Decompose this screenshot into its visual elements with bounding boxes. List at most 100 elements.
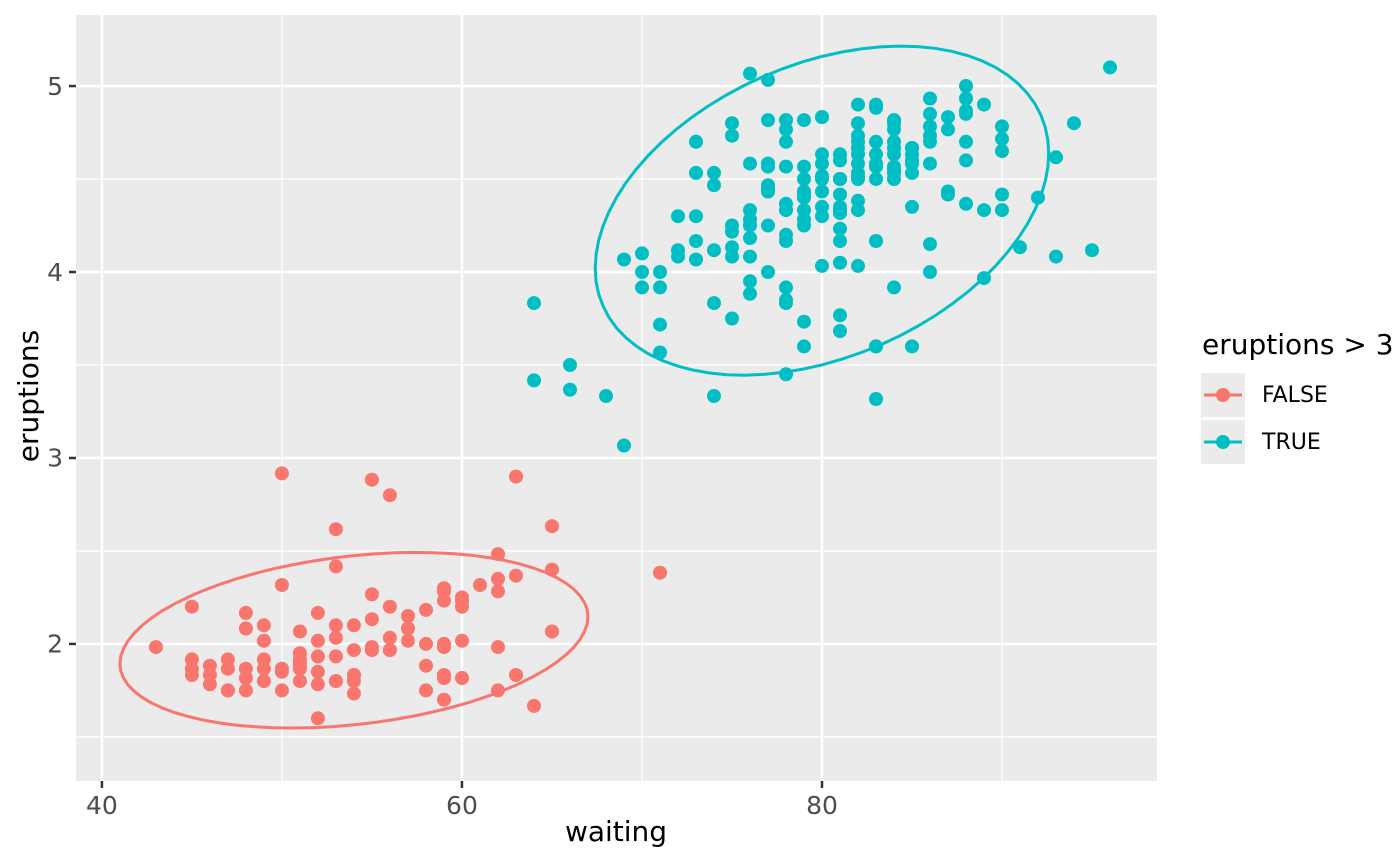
data-point-true (707, 165, 721, 180)
data-point-true (815, 184, 829, 199)
data-point-false (238, 683, 253, 698)
data-point-false (437, 692, 451, 707)
data-point-false (509, 568, 523, 583)
data-point-true (833, 187, 847, 202)
data-point-true (959, 153, 973, 168)
data-point-false (310, 605, 325, 620)
data-point-true (869, 392, 883, 406)
data-point-false (382, 488, 397, 503)
legend: eruptions > 3 FALSE TRUE (1201, 327, 1394, 467)
data-point-true (959, 91, 973, 106)
data-point-false (364, 472, 379, 487)
data-point-false (346, 618, 361, 633)
x-tick-label: 40 (86, 791, 118, 820)
data-point-true (689, 165, 703, 180)
data-point-true (959, 79, 973, 93)
plot-panel (76, 15, 1157, 781)
data-point-false (545, 624, 559, 639)
legend-key-true (1201, 420, 1245, 464)
data-point-false (455, 671, 469, 685)
data-point-true (743, 66, 757, 81)
data-point-false (328, 618, 343, 633)
data-point-true (725, 128, 739, 143)
data-point-true (779, 134, 793, 149)
data-point-true (1013, 240, 1027, 255)
legend-item-false: FALSE (1201, 373, 1394, 417)
data-point-true (851, 116, 865, 131)
data-point-false (184, 599, 199, 614)
data-point-true (707, 389, 721, 403)
data-point-false (401, 621, 415, 636)
data-point-true (743, 286, 757, 301)
data-point-false (419, 683, 433, 698)
data-point-false (310, 677, 325, 692)
data-point-false (220, 652, 235, 667)
data-point-false (401, 609, 415, 623)
legend-key-false (1201, 373, 1245, 417)
legend-key-point-icon (1216, 388, 1230, 402)
data-point-false (310, 711, 325, 726)
data-point-false (419, 636, 433, 651)
data-point-true (959, 106, 973, 121)
legend-label-false: FALSE (1262, 382, 1328, 408)
data-point-false (491, 571, 505, 586)
data-point-false (274, 578, 289, 592)
data-point-false (256, 674, 271, 689)
data-point-true (779, 196, 793, 211)
data-point-true (797, 172, 811, 186)
data-point-true (815, 172, 829, 186)
data-point-true (707, 243, 721, 258)
data-point-false (148, 640, 163, 655)
data-point-true (653, 280, 667, 295)
data-point-false (437, 584, 451, 599)
data-point-false (346, 686, 361, 701)
data-point-true (689, 234, 703, 248)
data-point-false (256, 661, 271, 676)
data-point-false (292, 674, 307, 689)
data-point-true (1067, 116, 1081, 131)
data-point-true (869, 159, 883, 174)
data-point-false (274, 466, 289, 481)
data-point-true (725, 224, 739, 239)
data-point-false (509, 668, 523, 682)
data-point-true (815, 156, 829, 171)
data-point-false (328, 649, 343, 664)
data-point-true (689, 252, 703, 267)
data-point-true (851, 156, 865, 171)
data-point-false (310, 633, 325, 648)
data-point-true (851, 168, 865, 183)
data-point-true (779, 122, 793, 137)
data-point-true (995, 144, 1009, 159)
data-point-true (797, 113, 811, 128)
data-point-true (1049, 150, 1063, 165)
data-point-true (761, 218, 775, 233)
data-point-true (995, 187, 1009, 202)
data-point-false (382, 643, 397, 658)
data-point-true (635, 265, 649, 279)
data-point-true (797, 339, 811, 354)
data-point-true (653, 345, 667, 360)
data-point-true (941, 110, 955, 125)
data-point-true (959, 196, 973, 211)
data-point-true (905, 339, 919, 354)
data-point-true (761, 113, 775, 128)
data-point-false (491, 640, 505, 655)
data-point-true (833, 221, 847, 236)
data-point-true (833, 234, 847, 248)
data-point-true (977, 97, 991, 112)
data-point-true (779, 367, 793, 382)
data-point-false (238, 671, 253, 685)
data-point-false (364, 640, 379, 655)
data-point-true (923, 128, 937, 143)
data-point-true (869, 147, 883, 162)
legend-key-point-icon (1216, 435, 1230, 449)
data-point-false (473, 578, 487, 592)
y-tick-label: 4 (47, 258, 63, 287)
data-point-true (743, 212, 757, 227)
data-point-true (833, 172, 847, 186)
data-point-true (833, 153, 847, 168)
data-point-true (797, 159, 811, 174)
y-tick-label: 2 (47, 630, 63, 659)
data-point-false (455, 590, 469, 605)
